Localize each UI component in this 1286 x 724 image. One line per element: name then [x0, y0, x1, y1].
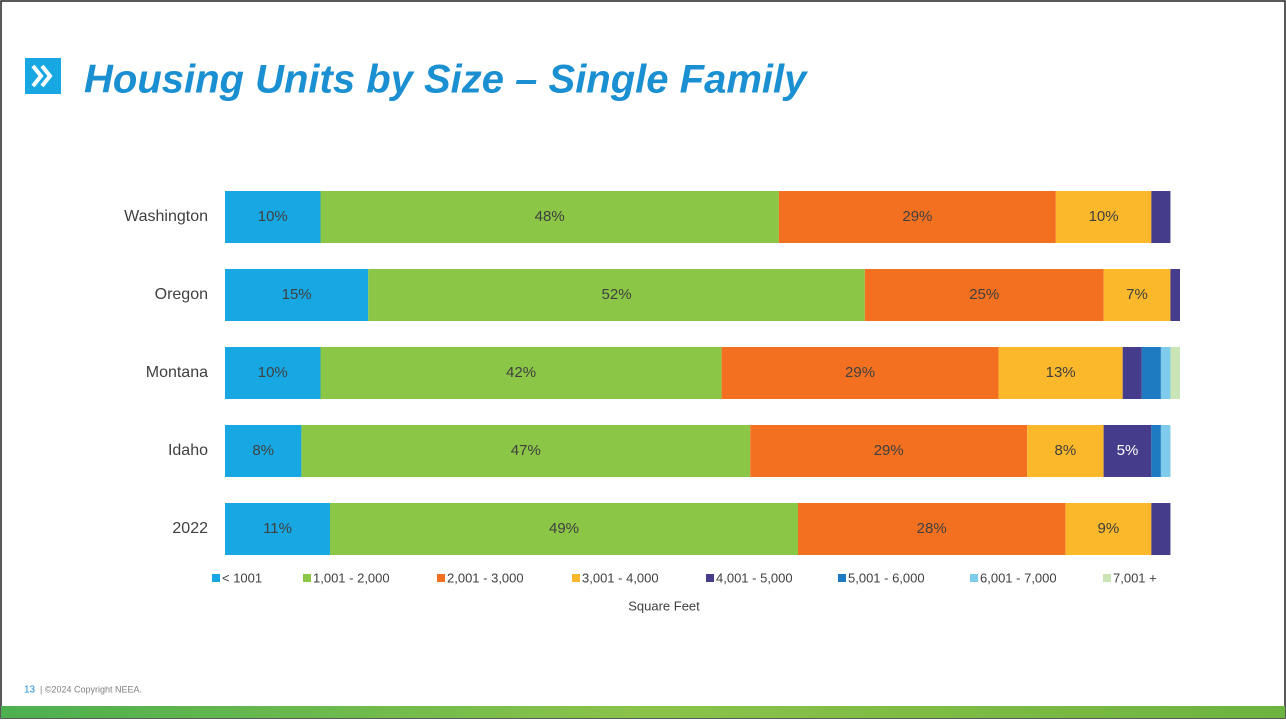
bar-segment	[1170, 269, 1180, 321]
bar-segment	[721, 347, 999, 399]
bar-segment	[750, 425, 1028, 477]
slide-title: Housing Units by Size – Single Family	[84, 58, 808, 102]
bar-segment	[225, 503, 331, 555]
legend-label: 2,001 - 3,000	[447, 570, 524, 585]
bar-segment	[1151, 503, 1171, 555]
data-label: 49%	[549, 520, 579, 537]
legend-label: 3,001 - 4,000	[582, 570, 659, 585]
legend-swatch	[838, 574, 846, 582]
bar-segment	[330, 503, 798, 555]
bar-segment	[1160, 347, 1171, 399]
bar-segment	[1027, 425, 1104, 477]
data-label: 11%	[263, 520, 292, 537]
bar-segment	[1160, 425, 1171, 477]
data-label: 10%	[258, 208, 288, 225]
bar-segment	[225, 269, 369, 321]
data-label: 29%	[902, 208, 932, 225]
data-label: 8%	[1055, 442, 1077, 459]
legend-swatch	[437, 574, 445, 582]
data-label: 10%	[1089, 208, 1119, 225]
data-label: 48%	[535, 208, 565, 225]
bar-segment	[1103, 425, 1152, 477]
category-label: Montana	[146, 364, 208, 381]
bar-segment	[998, 347, 1123, 399]
footer-bar	[1, 706, 1285, 718]
x-axis-label: Square Feet	[628, 598, 700, 613]
data-label: 47%	[511, 442, 541, 459]
data-label: 15%	[282, 286, 312, 303]
legend-swatch	[1103, 574, 1111, 582]
legend-label: < 1001	[222, 570, 262, 585]
logo-icon	[25, 58, 61, 94]
bar-segment	[1170, 347, 1180, 399]
bar-segment	[368, 269, 865, 321]
bar-segment	[320, 191, 779, 243]
data-label: 13%	[1046, 364, 1076, 381]
data-label: 7%	[1126, 286, 1148, 303]
bar-segment	[320, 347, 722, 399]
data-label: 52%	[602, 286, 632, 303]
legend-label: 4,001 - 5,000	[716, 570, 793, 585]
bar-segment	[798, 503, 1066, 555]
category-label: Idaho	[168, 442, 208, 459]
data-label: 8%	[252, 442, 274, 459]
bar-segment	[225, 425, 302, 477]
bar-segment	[1065, 503, 1152, 555]
page-number: 13	[24, 685, 36, 696]
bar-segment	[1055, 191, 1152, 243]
bar-segment	[778, 191, 1056, 243]
category-label: Oregon	[155, 286, 208, 303]
legend-label: 7,001 +	[1113, 570, 1157, 585]
data-label: 29%	[874, 442, 904, 459]
bar-segment	[1103, 269, 1171, 321]
bar-segment	[225, 191, 321, 243]
legend-label: 5,001 - 6,000	[848, 570, 925, 585]
bar-segment	[1122, 347, 1142, 399]
legend-swatch	[706, 574, 714, 582]
category-label: Washington	[124, 208, 208, 225]
bar-segment	[1151, 425, 1161, 477]
legend-swatch	[212, 574, 220, 582]
data-label: 29%	[845, 364, 875, 381]
data-label: 42%	[506, 364, 536, 381]
copyright: | ©2024 Copyright NEEA.	[40, 684, 142, 694]
bar-segment	[864, 269, 1104, 321]
legend-swatch	[970, 574, 978, 582]
bar-segment	[301, 425, 751, 477]
category-label: 2022	[172, 520, 208, 537]
legend-label: 6,001 - 7,000	[980, 570, 1057, 585]
data-label: 9%	[1098, 520, 1120, 537]
legend-label: 1,001 - 2,000	[313, 570, 390, 585]
legend-swatch	[303, 574, 311, 582]
data-label: 25%	[969, 286, 999, 303]
bar-segment	[1151, 191, 1171, 243]
data-label: 10%	[258, 364, 288, 381]
legend-swatch	[572, 574, 580, 582]
data-label: 5%	[1117, 442, 1139, 459]
bar-segment	[1141, 347, 1161, 399]
bar-segment	[225, 347, 321, 399]
data-label: 28%	[917, 520, 947, 537]
